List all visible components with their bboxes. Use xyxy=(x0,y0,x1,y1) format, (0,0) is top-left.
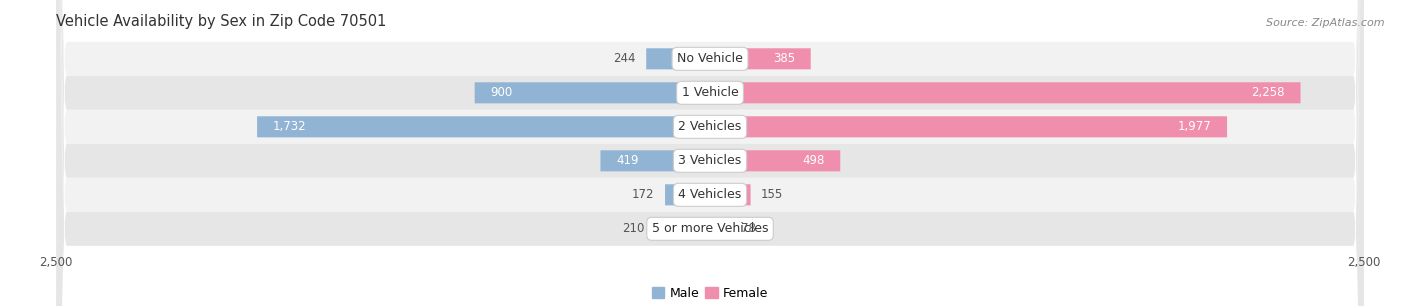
FancyBboxPatch shape xyxy=(710,82,1301,103)
Text: 172: 172 xyxy=(633,188,655,201)
FancyBboxPatch shape xyxy=(710,218,731,239)
FancyBboxPatch shape xyxy=(56,0,1364,306)
Text: 1 Vehicle: 1 Vehicle xyxy=(682,86,738,99)
Legend: Male, Female: Male, Female xyxy=(647,282,773,305)
Text: Source: ZipAtlas.com: Source: ZipAtlas.com xyxy=(1267,18,1385,28)
FancyBboxPatch shape xyxy=(56,0,1364,306)
Text: 155: 155 xyxy=(761,188,783,201)
FancyBboxPatch shape xyxy=(56,0,1364,306)
Text: 78: 78 xyxy=(741,222,756,235)
FancyBboxPatch shape xyxy=(647,48,710,69)
Text: 419: 419 xyxy=(616,154,638,167)
Text: 1,977: 1,977 xyxy=(1178,120,1212,133)
Text: 210: 210 xyxy=(623,222,644,235)
FancyBboxPatch shape xyxy=(710,184,751,205)
Text: 498: 498 xyxy=(803,154,824,167)
FancyBboxPatch shape xyxy=(56,0,1364,306)
Text: Vehicle Availability by Sex in Zip Code 70501: Vehicle Availability by Sex in Zip Code … xyxy=(56,13,387,28)
Text: 5 or more Vehicles: 5 or more Vehicles xyxy=(652,222,768,235)
Text: 244: 244 xyxy=(613,52,636,65)
Text: 4 Vehicles: 4 Vehicles xyxy=(679,188,741,201)
FancyBboxPatch shape xyxy=(655,218,710,239)
Text: 385: 385 xyxy=(773,52,794,65)
Text: No Vehicle: No Vehicle xyxy=(678,52,742,65)
FancyBboxPatch shape xyxy=(600,150,710,171)
FancyBboxPatch shape xyxy=(475,82,710,103)
Text: 900: 900 xyxy=(491,86,513,99)
Text: 1,732: 1,732 xyxy=(273,120,307,133)
Text: 2,258: 2,258 xyxy=(1251,86,1285,99)
FancyBboxPatch shape xyxy=(665,184,710,205)
FancyBboxPatch shape xyxy=(257,116,710,137)
FancyBboxPatch shape xyxy=(710,150,841,171)
FancyBboxPatch shape xyxy=(710,48,811,69)
FancyBboxPatch shape xyxy=(56,0,1364,306)
FancyBboxPatch shape xyxy=(56,0,1364,306)
Text: 3 Vehicles: 3 Vehicles xyxy=(679,154,741,167)
FancyBboxPatch shape xyxy=(710,116,1227,137)
Text: 2 Vehicles: 2 Vehicles xyxy=(679,120,741,133)
